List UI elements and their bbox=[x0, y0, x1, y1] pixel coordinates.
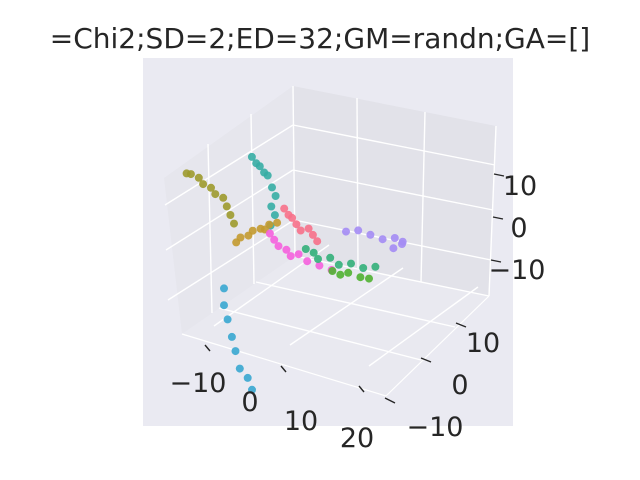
data-point-s2-3 bbox=[227, 332, 236, 341]
y-tick-label-2: 10 bbox=[466, 328, 500, 359]
data-point-s8-3 bbox=[356, 273, 365, 282]
data-point-s6-3 bbox=[326, 253, 335, 262]
x-tick-label-1: 0 bbox=[241, 387, 258, 418]
data-point-s6-0 bbox=[301, 245, 310, 253]
data-point-s5-1 bbox=[270, 235, 279, 244]
data-point-s5-7 bbox=[315, 261, 324, 270]
data-point-s4-0 bbox=[280, 204, 289, 213]
data-point-s1-6 bbox=[271, 192, 280, 200]
data-point-s4-4 bbox=[296, 226, 305, 235]
data-point-s6-4 bbox=[334, 260, 343, 269]
data-point-s7-4 bbox=[390, 234, 399, 242]
y-tick-label-1: 0 bbox=[451, 370, 468, 401]
data-point-s8-1 bbox=[336, 270, 345, 279]
data-point-s2-2 bbox=[223, 315, 232, 324]
y-tick-label-0: −10 bbox=[407, 412, 464, 443]
data-point-s8-2 bbox=[344, 268, 353, 277]
tick-labels: −10 0 10 20 −10 0 10 −10 0 10 bbox=[170, 171, 546, 454]
data-point-s0-9 bbox=[230, 219, 238, 228]
data-point-s6-6 bbox=[359, 264, 368, 272]
data-point-s1-5 bbox=[268, 183, 276, 192]
data-point-s5-6 bbox=[303, 257, 312, 266]
data-point-s5-2 bbox=[274, 242, 283, 251]
data-point-s7-0 bbox=[342, 227, 350, 236]
x-tick-label-0: −10 bbox=[170, 368, 227, 399]
data-point-s1-2 bbox=[255, 162, 264, 171]
data-point-s7-1 bbox=[354, 226, 363, 235]
data-point-s2-6 bbox=[243, 373, 252, 382]
tick-marks bbox=[204, 173, 505, 404]
data-point-s4-7 bbox=[313, 237, 322, 246]
data-point-s6-7 bbox=[371, 262, 380, 271]
data-point-s4-6 bbox=[308, 230, 317, 239]
grid-lines bbox=[164, 85, 497, 367]
data-point-s0-6 bbox=[219, 193, 228, 202]
data-point-s2-7 bbox=[248, 385, 256, 394]
data-point-s6-1 bbox=[309, 248, 318, 257]
data-point-s0-4 bbox=[207, 183, 215, 192]
data-point-s5-0 bbox=[265, 229, 274, 238]
data-point-s2-1 bbox=[220, 301, 228, 310]
data-point-s0-2 bbox=[194, 173, 203, 182]
data-point-s3-1 bbox=[236, 233, 245, 242]
data-point-s8-4 bbox=[365, 274, 373, 283]
data-point-s3-7 bbox=[273, 218, 282, 227]
data-point-s7-2 bbox=[366, 230, 375, 239]
data-point-s2-5 bbox=[235, 364, 244, 373]
data-point-s8-0 bbox=[328, 267, 337, 275]
data-point-s7-3 bbox=[378, 235, 387, 244]
data-point-s4-5 bbox=[304, 224, 313, 233]
data-point-s0-1 bbox=[186, 170, 195, 179]
data-point-s1-0 bbox=[247, 152, 256, 161]
pane-floor bbox=[182, 256, 489, 396]
data-point-s6-2 bbox=[314, 255, 322, 263]
x-tick-label-3: 20 bbox=[340, 423, 374, 454]
data-point-s4-2 bbox=[288, 213, 297, 222]
x-tick-label-2: 10 bbox=[284, 406, 318, 437]
data-point-s4-3 bbox=[292, 220, 301, 229]
z-tick-label-2: 10 bbox=[503, 171, 537, 202]
data-point-s5-3 bbox=[282, 245, 291, 254]
scatter-points bbox=[182, 152, 407, 394]
data-point-s2-4 bbox=[231, 347, 240, 356]
data-point-s6-5 bbox=[347, 259, 355, 268]
data-point-s0-7 bbox=[222, 202, 231, 211]
data-point-s0-3 bbox=[199, 180, 208, 189]
axis-edges bbox=[181, 295, 490, 397]
z-tick-label-1: 0 bbox=[510, 213, 527, 244]
data-point-s2-0 bbox=[220, 284, 228, 293]
data-point-s3-6 bbox=[265, 220, 274, 229]
data-point-s0-5 bbox=[211, 190, 220, 199]
data-point-s5-4 bbox=[286, 252, 295, 261]
chart-title: =Chi2;SD=2;ED=32;GM=randn;GA=[] bbox=[50, 22, 590, 55]
data-point-s7-6 bbox=[398, 240, 406, 248]
data-point-s3-3 bbox=[248, 226, 257, 235]
data-point-s0-8 bbox=[226, 211, 235, 219]
data-point-s5-5 bbox=[294, 250, 303, 259]
data-point-s1-4 bbox=[263, 171, 272, 180]
z-tick-label-0: −10 bbox=[489, 255, 546, 286]
data-point-s7-7 bbox=[389, 244, 398, 253]
data-point-s1-8 bbox=[270, 211, 279, 220]
data-point-s1-7 bbox=[267, 202, 276, 211]
